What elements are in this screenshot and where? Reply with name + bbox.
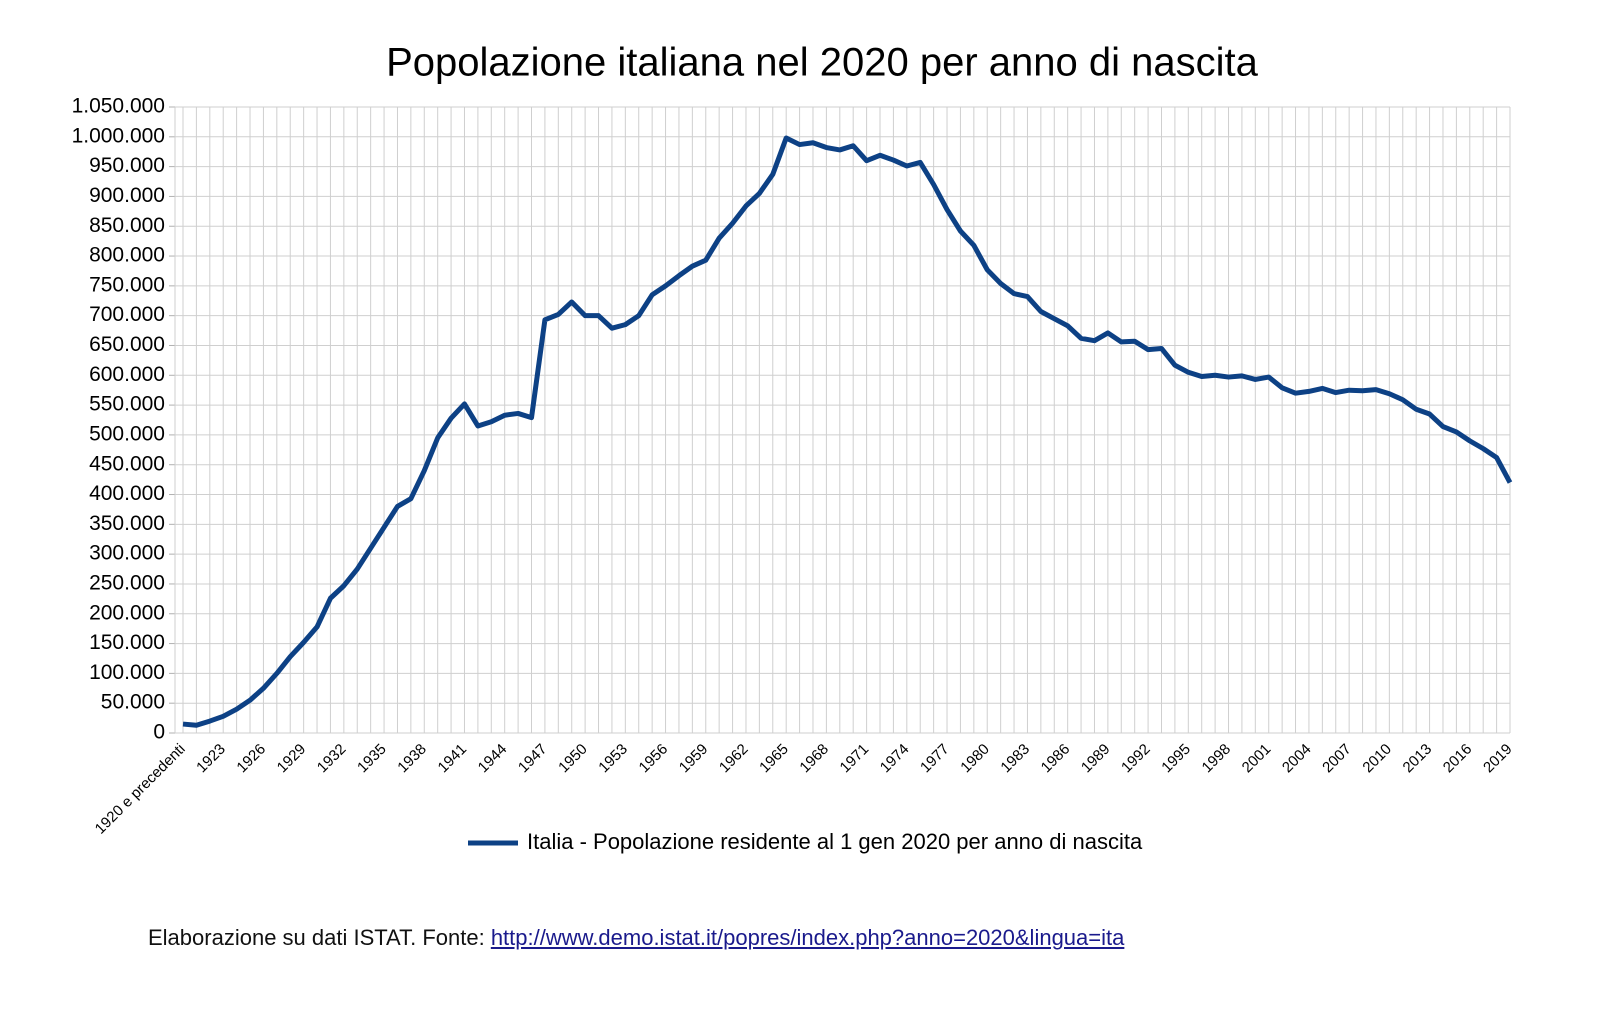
y-tick-label: 200.000 xyxy=(89,601,165,624)
x-tick-label: 2013 xyxy=(1400,741,1436,777)
y-tick-label: 650.000 xyxy=(89,333,165,356)
y-tick-label: 500.000 xyxy=(89,422,165,445)
data-line xyxy=(182,135,1513,728)
x-tick-label: 1947 xyxy=(515,741,551,777)
y-tick-label: 300.000 xyxy=(89,542,165,565)
y-tick-label: 1.000.000 xyxy=(72,124,165,147)
y-tick-label: 950.000 xyxy=(89,154,165,177)
chart: Popolazione italiana nel 2020 per anno d… xyxy=(72,41,1516,854)
x-tick-label: 1971 xyxy=(837,741,873,777)
y-tick-label: 450.000 xyxy=(89,452,165,475)
x-tick-label: 2010 xyxy=(1359,741,1395,777)
x-tick-label: 1935 xyxy=(354,741,390,777)
x-tick-label: 1962 xyxy=(716,741,752,777)
x-tick-label: 1959 xyxy=(676,741,712,777)
x-tick-label: 1983 xyxy=(997,741,1033,777)
y-tick-label: 800.000 xyxy=(89,244,165,267)
y-tick-label: 700.000 xyxy=(89,303,165,326)
y-tick-label: 0 xyxy=(153,721,165,744)
y-tick-label: 550.000 xyxy=(89,393,165,416)
x-tick-label: 1923 xyxy=(193,741,229,777)
x-tick-label: 1998 xyxy=(1199,741,1235,777)
x-tick-label: 1974 xyxy=(877,741,913,777)
x-tick-label: 1965 xyxy=(756,741,792,777)
y-tick-label: 750.000 xyxy=(89,273,165,296)
x-tick-label: 1986 xyxy=(1038,741,1074,777)
x-tick-label: 1938 xyxy=(394,741,430,777)
x-tick-label: 1932 xyxy=(314,741,350,777)
x-tick-label: 2016 xyxy=(1440,741,1476,777)
footer: Elaborazione su dati ISTAT. Fonte: http:… xyxy=(148,925,1124,951)
x-tick-label: 1950 xyxy=(555,741,591,777)
x-tick-label: 1953 xyxy=(595,741,631,777)
x-tick-label: 1956 xyxy=(636,741,672,777)
legend-label: Italia - Popolazione residente al 1 gen … xyxy=(527,829,1143,854)
x-tick-label: 1920 e precedenti xyxy=(92,741,189,838)
source-link[interactable]: http://www.demo.istat.it/popres/index.ph… xyxy=(490,925,1125,950)
x-tick-label: 1944 xyxy=(475,741,511,777)
x-tick-label: 1941 xyxy=(434,741,470,777)
y-tick-label: 150.000 xyxy=(89,631,165,654)
x-tick-label: 1968 xyxy=(796,741,832,777)
y-tick-label: 250.000 xyxy=(89,571,165,594)
x-tick-label: 2004 xyxy=(1279,741,1315,777)
x-tick-label: 2001 xyxy=(1239,741,1275,777)
x-tick-label: 2007 xyxy=(1319,741,1355,777)
x-tick-label: 1995 xyxy=(1158,741,1194,777)
y-tick-label: 400.000 xyxy=(89,482,165,505)
x-tick-label: 2019 xyxy=(1480,741,1516,777)
x-tick-label: 1929 xyxy=(274,741,310,777)
x-tick-label: 1992 xyxy=(1118,741,1154,777)
y-tick-label: 600.000 xyxy=(89,363,165,386)
y-tick-label: 900.000 xyxy=(89,184,165,207)
y-tick-label: 350.000 xyxy=(89,512,165,535)
y-tick-label: 50.000 xyxy=(101,691,165,714)
x-tick-label: 1980 xyxy=(957,741,993,777)
x-tick-label: 1989 xyxy=(1078,741,1114,777)
footer-text: Elaborazione su dati ISTAT. Fonte: xyxy=(148,925,491,950)
y-tick-label: 100.000 xyxy=(89,661,165,684)
x-tick-label: 1977 xyxy=(917,741,953,777)
x-tick-label: 1926 xyxy=(233,741,269,777)
y-tick-label: 850.000 xyxy=(89,214,165,237)
chart-title: Popolazione italiana nel 2020 per anno d… xyxy=(386,41,1259,85)
y-tick-label: 1.050.000 xyxy=(72,95,165,118)
